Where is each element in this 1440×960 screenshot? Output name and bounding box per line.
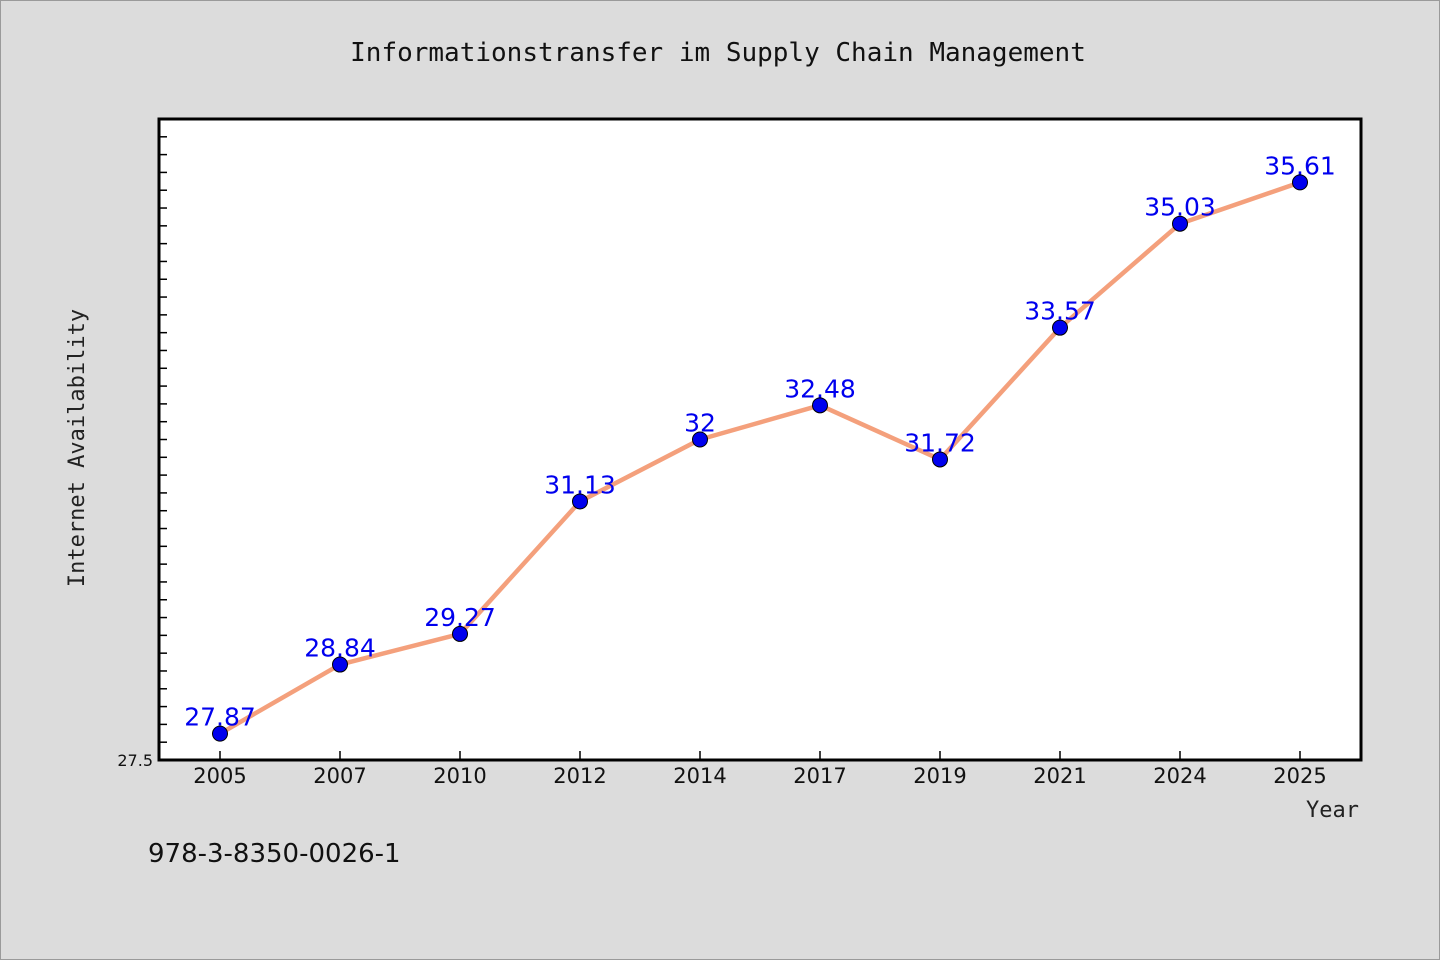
y-axis-ticks: 27.5 [117,118,167,770]
x-tick-label: 2025 [1273,764,1326,788]
y-tick-label: 27.5 [117,751,153,770]
data-point [932,451,948,468]
data-point [212,725,228,742]
series-layer: 27.8728.8429.2731.133232.4831.7233.5735.… [184,151,1336,742]
x-tick-label: 2021 [1033,764,1086,788]
x-tick-label: 2024 [1153,764,1206,788]
isbn-text: 978-3-8350-0026-1 [148,839,401,869]
x-axis-label: Year [1306,798,1359,823]
x-tick-label: 2012 [553,764,606,788]
data-point [1172,215,1188,232]
y-axis-label: Internet Availability [65,309,90,587]
x-tick-label: 2007 [313,764,366,788]
x-tick-label: 2017 [793,764,846,788]
data-point [1052,319,1068,336]
data-point [452,625,468,642]
data-point [572,493,588,510]
plot-area [157,117,1363,762]
series-line [217,180,1303,736]
data-point [1292,174,1308,191]
data-point [812,397,828,414]
x-tick-label: 2010 [433,764,486,788]
x-axis-ticks: 2005 2007 2010 2012 2014 2017 2019 2021 2024 2025 [193,751,1327,788]
x-tick-label: 2019 [913,764,966,788]
data-point [332,656,348,673]
chart-title: Informationstransfer im Supply Chain Man… [350,38,1086,68]
x-tick-label: 2005 [193,764,246,788]
x-tick-label: 2014 [673,764,726,788]
data-point [692,431,708,448]
